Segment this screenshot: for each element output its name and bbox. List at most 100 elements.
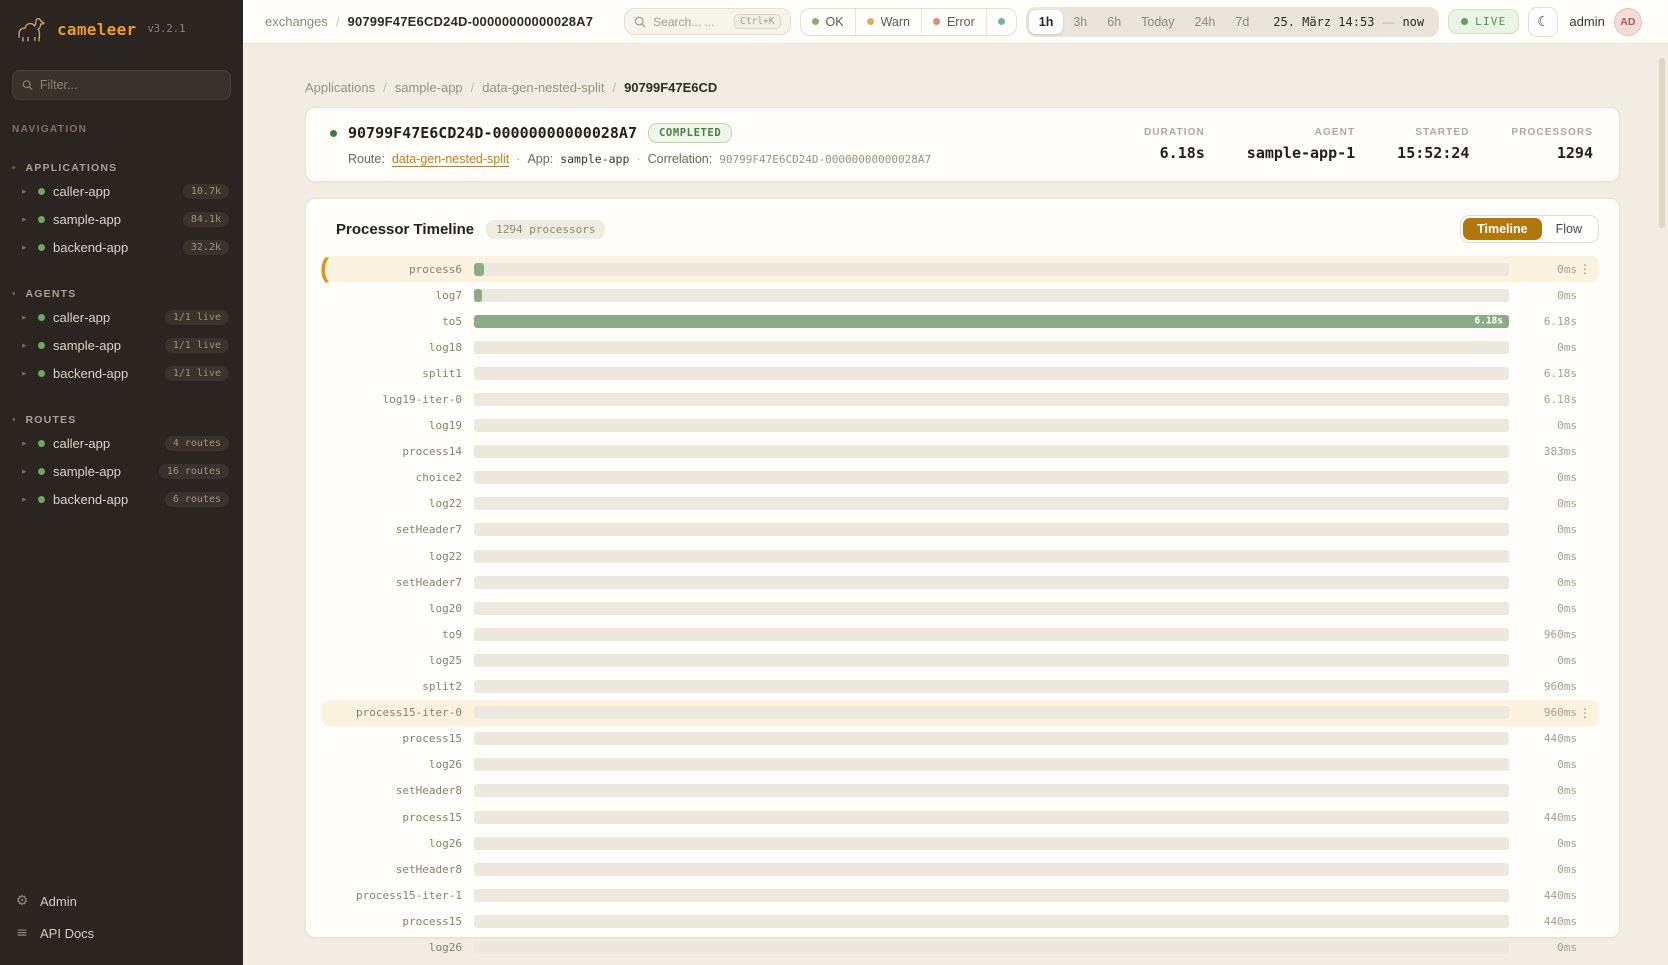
sidebar-item[interactable]: ▸ sample-app 16 routes [0,457,243,485]
processor-name: log22 [428,549,462,563]
scrollbar-thumb[interactable] [1659,58,1665,228]
timeline-row[interactable]: ( process15 440ms ⋮ [322,804,1599,830]
status-filter-segment[interactable] [987,9,1016,35]
timeline-row[interactable]: ( to9 960ms ⋮ [322,621,1599,647]
timeline-row[interactable]: ( log25 0ms ⋮ [322,647,1599,673]
timeline-track [474,601,1509,615]
timeline-row[interactable]: ( setHeader7 0ms ⋮ [322,569,1599,595]
sidebar-item-badge: 1/1 live [164,309,229,325]
timeline-row[interactable]: ( split1 6.18s ⋮ [322,360,1599,386]
timeline-row[interactable]: ( setHeader7 0ms ⋮ [322,517,1599,543]
timeline-row[interactable]: ( log22 0ms ⋮ [322,491,1599,517]
status-dot [38,313,45,321]
timeline-row[interactable]: ( log26 0ms ⋮ [322,830,1599,856]
sidebar-item[interactable]: ▸ sample-app 84.1k [0,205,243,233]
sidebar-item[interactable]: ▸ caller-app 1/1 live [0,303,243,331]
processor-duration: 0ms [1557,340,1577,354]
timeline-row[interactable]: ( log18 0ms ⋮ [322,334,1599,360]
time-range-button[interactable]: 24h [1185,10,1226,34]
timeline-row[interactable]: ( log22 0ms ⋮ [322,543,1599,569]
kebab-menu-icon[interactable]: ⋮ [1579,262,1591,277]
processor-duration: 0ms [1557,419,1577,433]
status-filter-segment[interactable]: Warn [856,8,922,35]
chevron-right-icon[interactable]: ▸ [22,241,27,252]
breadcrumb-route[interactable]: data-gen-nested-split [482,80,605,95]
processor-duration: 440ms [1543,888,1577,902]
time-range-button[interactable]: Today [1131,10,1184,34]
time-range-button[interactable]: 3h [1063,10,1097,34]
timeline-title: Processor Timeline [336,220,475,238]
sidebar-item-badge: 1/1 live [164,365,229,381]
timeline-row[interactable]: ( setHeader8 0ms ⋮ [322,856,1599,882]
stat-value: 15:52:24 [1397,144,1470,162]
sidebar-item[interactable]: ▸ backend-app 1/1 live [0,359,243,387]
breadcrumb-separator: / [335,14,340,29]
sidebar-footer-item[interactable]: ⚙ Admin [14,885,229,917]
time-range-button[interactable]: 1h [1028,9,1064,34]
sidebar-footer-item[interactable]: ≡ API Docs [14,917,229,949]
timeline-row[interactable]: ( log7 0ms ⋮ [322,282,1599,308]
view-flow-button[interactable]: Flow [1542,218,1596,240]
view-timeline-button[interactable]: Timeline [1463,218,1542,240]
chevron-right-icon[interactable]: ▸ [22,437,27,448]
group-header[interactable]: ▾ ROUTES [0,411,243,429]
chevron-right-icon[interactable]: ▸ [22,465,27,476]
status-dot [38,187,45,195]
exchange-stat: STARTED 15:52:24 [1397,127,1469,162]
chevron-right-icon[interactable]: ▸ [22,185,27,196]
exchange-stats: DURATION 6.18s AGENT sample-app-1 STARTE… [1144,127,1593,162]
sidebar-item[interactable]: ▸ backend-app 32.2k [0,233,243,261]
chevron-right-icon[interactable]: ▸ [22,311,27,322]
live-toggle[interactable]: LIVE [1448,9,1520,34]
timeline-row[interactable]: ( split2 960ms ⋮ [322,674,1599,700]
sidebar-filter[interactable] [12,70,231,100]
status-dot [38,439,45,447]
sidebar-item[interactable]: ▸ caller-app 10.7k [0,177,243,205]
global-search-input[interactable] [653,14,728,29]
timeline-row[interactable]: ( process14 383ms ⋮ [322,439,1599,465]
chevron-right-icon[interactable]: ▸ [22,367,27,378]
global-search[interactable]: Ctrl+K [624,8,791,35]
sidebar-item[interactable]: ▸ sample-app 1/1 live [0,331,243,359]
time-range-button[interactable]: 7d [1225,10,1259,34]
timeline-row[interactable]: ( log19 0ms ⋮ [322,413,1599,439]
timeline-row[interactable]: ( log19-iter-0 6.18s ⋮ [322,386,1599,412]
timeline-row[interactable]: ( process15 440ms ⋮ [322,908,1599,934]
status-filter-segment[interactable]: Error [922,8,987,35]
chevron-right-icon[interactable]: ▸ [22,493,27,504]
sidebar-footer: ⚙ Admin ≡ API Docs [0,885,243,965]
sidebar-item-label: caller-app [53,183,111,199]
timeline-row[interactable]: ( process15-iter-0 960ms ⋮ [322,699,1599,726]
timeline-row[interactable]: ( choice2 0ms ⋮ [322,465,1599,491]
sidebar-item-badge: 16 routes [158,463,229,479]
timeline-row[interactable]: ( log26 0ms ⋮ [322,752,1599,778]
breadcrumb-exchanges[interactable]: exchanges [265,14,328,29]
status-filter-segment[interactable]: OK [801,8,856,35]
timeline-track [474,393,1509,407]
timeline-row[interactable]: ( setHeader8 0ms ⋮ [322,778,1599,804]
group-header[interactable]: ▾ AGENTS [0,285,243,303]
processor-name: log19 [428,419,462,433]
group-header[interactable]: ▾ APPLICATIONS [0,159,243,177]
sidebar-item[interactable]: ▸ backend-app 6 routes [0,485,243,513]
timeline-row[interactable]: ( log26 0ms ⋮ [322,934,1599,960]
breadcrumb-app[interactable]: sample-app [394,80,463,95]
timeline-row[interactable]: ( process15 440ms ⋮ [322,726,1599,752]
sidebar-group-routes: ▾ ROUTES ▸ caller-app 4 routes ▸ sample-… [0,411,243,513]
timeline-row[interactable]: ( to5 6.18s 6.18s ⋮ [322,308,1599,334]
route-link[interactable]: data-gen-nested-split [391,152,510,166]
status-dot [38,243,45,251]
kebab-menu-icon[interactable]: ⋮ [1579,705,1591,720]
date-range[interactable]: 25. März 14:53 — now [1259,15,1436,29]
chevron-right-icon[interactable]: ▸ [22,213,27,224]
timeline-row[interactable]: ( process6 0ms ⋮ [320,255,1599,283]
timeline-row[interactable]: ( process15-iter-1 440ms ⋮ [322,882,1599,908]
theme-toggle-button[interactable]: ☾ [1528,6,1559,37]
breadcrumb-applications[interactable]: Applications [305,80,376,95]
timeline-row[interactable]: ( log20 0ms ⋮ [322,595,1599,621]
sidebar-item[interactable]: ▸ caller-app 4 routes [0,429,243,457]
time-range-button[interactable]: 6h [1097,10,1131,34]
sidebar-filter-input[interactable] [39,78,221,92]
avatar[interactable]: AD [1613,7,1642,36]
chevron-right-icon[interactable]: ▸ [22,339,27,350]
